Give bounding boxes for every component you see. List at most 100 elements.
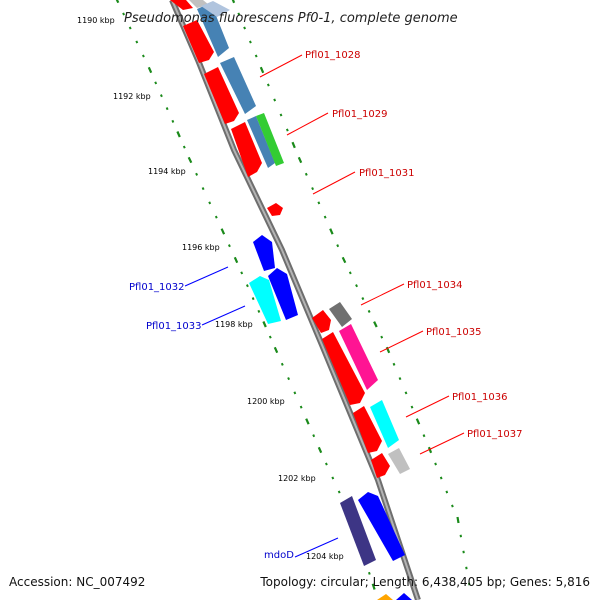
scale-tick	[361, 297, 365, 301]
scale-tick	[266, 83, 270, 87]
scale-tick	[324, 462, 328, 466]
scale-tick	[208, 201, 212, 205]
gene-label-pfl01-1033[interactable]: Pfl01_1033	[146, 321, 202, 332]
gene-arrow[interactable]	[353, 406, 382, 453]
gene-arrow[interactable]	[170, 0, 193, 10]
gene-arrow[interactable]	[340, 496, 376, 566]
scale-tick	[159, 94, 163, 98]
scale-tick	[456, 516, 460, 524]
scale-tick	[341, 256, 347, 264]
scale-tick	[243, 26, 247, 30]
scale-tick	[268, 335, 272, 339]
gene-arrow[interactable]	[322, 332, 365, 405]
scale-label: 1202 kbp	[278, 474, 316, 483]
gene-labels: Pfl01_1028 Pfl01_1029 Pfl01_1031 Pfl01_1…	[129, 50, 523, 561]
scale-tick	[392, 362, 396, 366]
scale-tick	[227, 244, 231, 248]
gene-arrow[interactable]	[204, 67, 239, 124]
scale-tick	[251, 297, 255, 301]
scale-tick	[195, 172, 199, 176]
scale-tick	[404, 391, 408, 395]
genome-summary-text: Topology: circular; Length: 6,438,405 bp…	[259, 575, 590, 589]
scale-tick	[122, 12, 126, 16]
scale-tick	[273, 346, 279, 354]
scale-tick	[201, 187, 205, 191]
gene-arrow[interactable]	[268, 268, 298, 320]
gene-label-pfl01-1037[interactable]: Pfl01_1037	[467, 429, 523, 440]
scale-tick	[165, 107, 169, 111]
gene-arrow[interactable]	[247, 116, 275, 168]
scale-tick	[427, 446, 433, 454]
scale-tick	[187, 156, 193, 164]
scale-tick	[410, 405, 414, 409]
gene-arrow[interactable]	[358, 492, 405, 561]
gene-label-pfl01-1031[interactable]: Pfl01_1031	[359, 168, 415, 179]
scale-tick	[220, 228, 226, 235]
gene-arrow[interactable]	[183, 20, 214, 63]
gene-label-pfl01-1029[interactable]: Pfl01_1029	[332, 109, 388, 120]
gene-arrow[interactable]	[249, 276, 281, 324]
genome-title: Pseudomonas fluorescens Pf0-1, complete …	[124, 11, 458, 26]
gene-arrow[interactable]	[329, 302, 352, 327]
scale-tick	[240, 271, 244, 275]
scale-tick	[182, 145, 186, 149]
scale-tick	[367, 309, 371, 313]
scale-tick	[439, 476, 443, 480]
gene-arrow[interactable]	[312, 310, 331, 333]
gene-label-pfl01-1028[interactable]: Pfl01_1028	[305, 50, 361, 61]
scale-tick	[259, 66, 265, 74]
scale-tick	[337, 490, 341, 494]
gene-arrow[interactable]	[201, 1, 230, 17]
scale-tick	[115, 0, 120, 4]
gene-label-pfl01-1034[interactable]: Pfl01_1034	[407, 280, 463, 291]
leader-lines	[184, 54, 465, 558]
scale-label: 1204 kbp	[306, 552, 344, 561]
scale-tick	[176, 131, 181, 138]
scale-label: 1190 kbp	[77, 16, 115, 25]
accession-text: Accession: NC_007492	[9, 575, 145, 589]
gene-arrow[interactable]	[267, 203, 283, 216]
scale-tick	[373, 321, 378, 328]
gene-label-mdod[interactable]: mdoD	[264, 550, 294, 561]
gene-arrow[interactable]	[256, 113, 284, 166]
scale-tick	[368, 571, 371, 575]
scale-tick	[380, 335, 384, 339]
scale-tick	[285, 128, 289, 132]
gene-arrow[interactable]	[396, 593, 412, 600]
scale-tick	[299, 405, 303, 409]
scale-tick	[317, 201, 321, 205]
scale-tick	[451, 504, 454, 508]
gene-arrow[interactable]	[371, 453, 390, 478]
scale-tick	[154, 81, 158, 85]
gene-label-pfl01-1036[interactable]: Pfl01_1036	[452, 392, 508, 403]
scale-tick	[312, 434, 316, 438]
scale-label: 1192 kbp	[113, 92, 151, 101]
scale-tick	[434, 462, 437, 466]
scale-labels: 1190 kbp 1192 kbp 1194 kbp 1196 kbp 1198…	[77, 16, 344, 561]
gene-arrow[interactable]	[388, 448, 410, 474]
gene-arrow[interactable]	[197, 3, 229, 57]
scale-tick	[254, 54, 258, 58]
scale-tick	[262, 321, 267, 328]
scale-label: 1200 kbp	[247, 397, 285, 406]
scale-tick	[445, 490, 449, 494]
gene-arrow[interactable]	[231, 122, 262, 177]
scale-tick	[280, 362, 284, 366]
gene-arrow[interactable]	[220, 57, 256, 114]
gene-arrow[interactable]	[370, 400, 399, 448]
scale-tick	[233, 256, 239, 264]
scale-tick	[355, 284, 358, 288]
scale-tick	[323, 215, 327, 219]
gene-arrow[interactable]	[253, 235, 275, 271]
scale-label: 1198 kbp	[215, 320, 253, 329]
gene-label-pfl01-1035[interactable]: Pfl01_1035	[426, 327, 482, 338]
gene-arrow[interactable]	[377, 594, 393, 600]
gene-arrow[interactable]	[339, 324, 378, 390]
scale-label: 1196 kbp	[182, 243, 220, 252]
scale-tick	[171, 119, 175, 123]
scale-tick	[291, 141, 296, 149]
gene-label-pfl01-1032[interactable]: Pfl01_1032	[129, 282, 185, 293]
scale-tick	[279, 113, 283, 117]
scale-tick	[317, 446, 323, 454]
